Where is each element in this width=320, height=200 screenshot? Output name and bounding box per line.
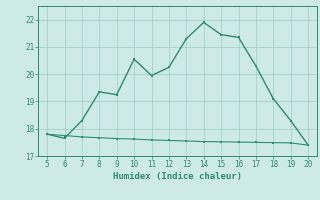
X-axis label: Humidex (Indice chaleur): Humidex (Indice chaleur) — [113, 172, 242, 181]
